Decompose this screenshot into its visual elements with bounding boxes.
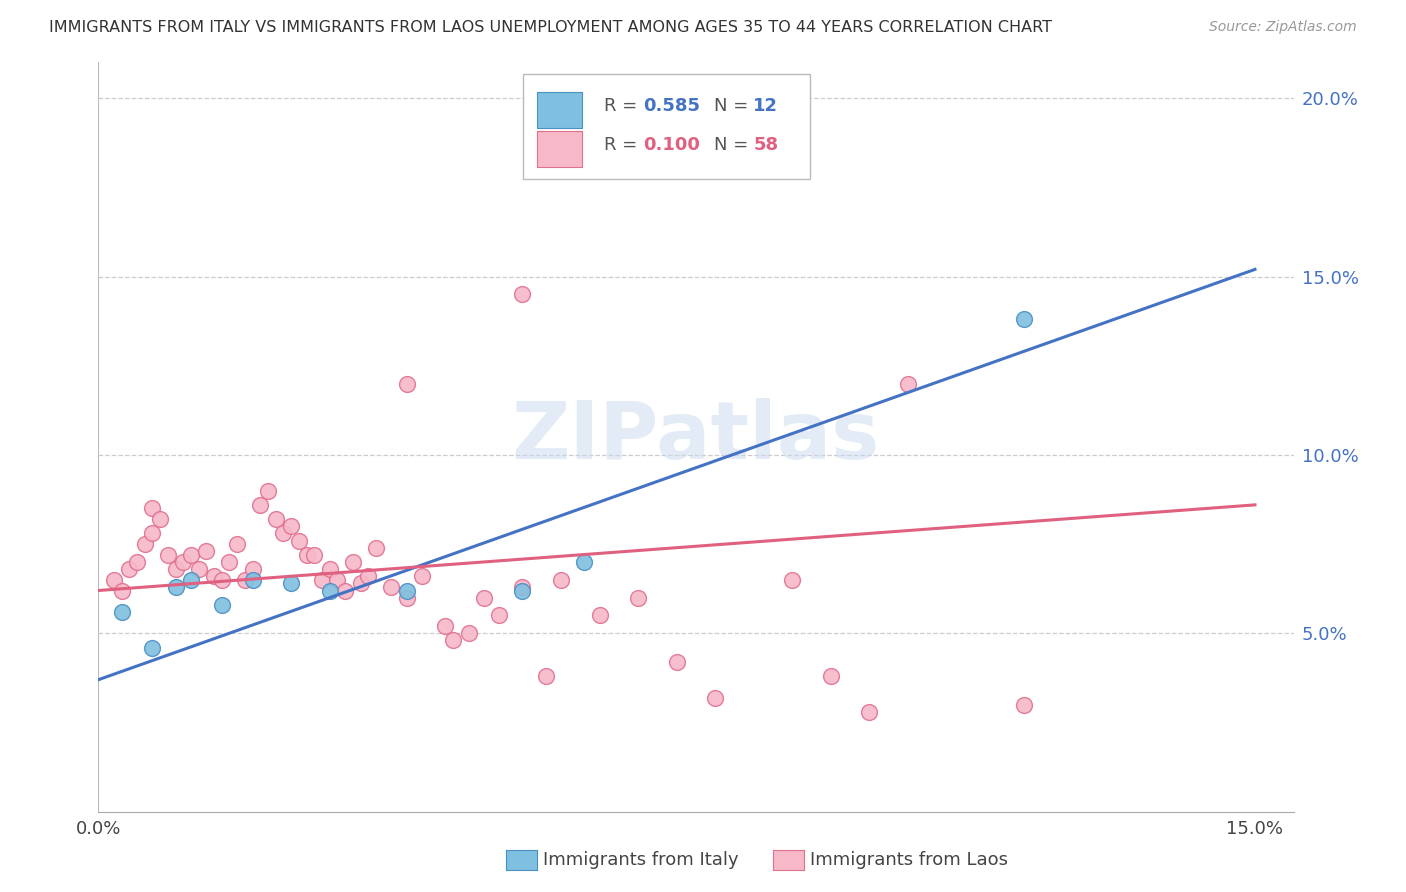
Point — [264, 512, 287, 526]
Point — [319, 583, 342, 598]
Point — [218, 555, 240, 569]
Point — [141, 640, 163, 655]
Point — [395, 376, 418, 391]
Point — [364, 541, 387, 555]
Point — [110, 583, 132, 598]
Point — [233, 573, 256, 587]
FancyBboxPatch shape — [537, 92, 582, 128]
Point — [380, 580, 402, 594]
Point — [512, 287, 534, 301]
Point — [202, 569, 225, 583]
Text: Immigrants from Italy: Immigrants from Italy — [543, 851, 738, 869]
Point — [550, 573, 572, 587]
Point — [457, 626, 479, 640]
Point — [411, 569, 433, 583]
Point — [249, 498, 271, 512]
Point — [782, 573, 804, 587]
Point — [211, 598, 233, 612]
Text: N =: N = — [714, 97, 754, 115]
Text: R =: R = — [605, 136, 643, 153]
Point — [472, 591, 495, 605]
Point — [180, 573, 202, 587]
Point — [1012, 312, 1035, 326]
Point — [333, 583, 356, 598]
Point — [342, 555, 364, 569]
Point — [588, 608, 610, 623]
Point — [257, 483, 280, 498]
Point — [103, 573, 125, 587]
Point — [441, 633, 464, 648]
Point — [572, 555, 595, 569]
Text: 58: 58 — [754, 136, 779, 153]
Text: N =: N = — [714, 136, 754, 153]
Point — [195, 544, 218, 558]
Point — [149, 512, 172, 526]
Point — [534, 669, 557, 683]
Point — [326, 573, 349, 587]
Point — [434, 619, 457, 633]
Point — [280, 576, 302, 591]
Point — [288, 533, 311, 548]
Point — [187, 562, 209, 576]
Point — [141, 501, 163, 516]
Point — [273, 526, 295, 541]
Point — [1012, 698, 1035, 712]
Point — [295, 548, 318, 562]
Point — [118, 562, 141, 576]
Point — [897, 376, 920, 391]
Point — [704, 690, 727, 705]
Point — [226, 537, 249, 551]
FancyBboxPatch shape — [537, 130, 582, 167]
Point — [134, 537, 156, 551]
Point — [858, 705, 880, 719]
Text: 0.585: 0.585 — [644, 97, 700, 115]
Point — [242, 562, 264, 576]
Point — [512, 583, 534, 598]
Point — [141, 526, 163, 541]
Text: R =: R = — [605, 97, 643, 115]
Point — [627, 591, 650, 605]
Point — [280, 519, 302, 533]
Point — [110, 605, 132, 619]
Point — [311, 573, 333, 587]
Point — [349, 576, 371, 591]
Point — [512, 580, 534, 594]
Text: Immigrants from Laos: Immigrants from Laos — [810, 851, 1008, 869]
Point — [488, 608, 510, 623]
Point — [319, 562, 342, 576]
Point — [125, 555, 148, 569]
Point — [180, 548, 202, 562]
Point — [395, 591, 418, 605]
Point — [820, 669, 842, 683]
Text: ZIPatlas: ZIPatlas — [512, 398, 880, 476]
Point — [357, 569, 380, 583]
Point — [165, 580, 187, 594]
Point — [304, 548, 326, 562]
Point — [156, 548, 179, 562]
Text: IMMIGRANTS FROM ITALY VS IMMIGRANTS FROM LAOS UNEMPLOYMENT AMONG AGES 35 TO 44 Y: IMMIGRANTS FROM ITALY VS IMMIGRANTS FROM… — [49, 20, 1052, 35]
Text: 12: 12 — [754, 97, 779, 115]
Point — [242, 573, 264, 587]
FancyBboxPatch shape — [523, 74, 810, 178]
Text: Source: ZipAtlas.com: Source: ZipAtlas.com — [1209, 20, 1357, 34]
Text: 0.100: 0.100 — [644, 136, 700, 153]
Point — [165, 562, 187, 576]
Point — [172, 555, 194, 569]
Point — [211, 573, 233, 587]
Point — [665, 655, 688, 669]
Point — [395, 583, 418, 598]
